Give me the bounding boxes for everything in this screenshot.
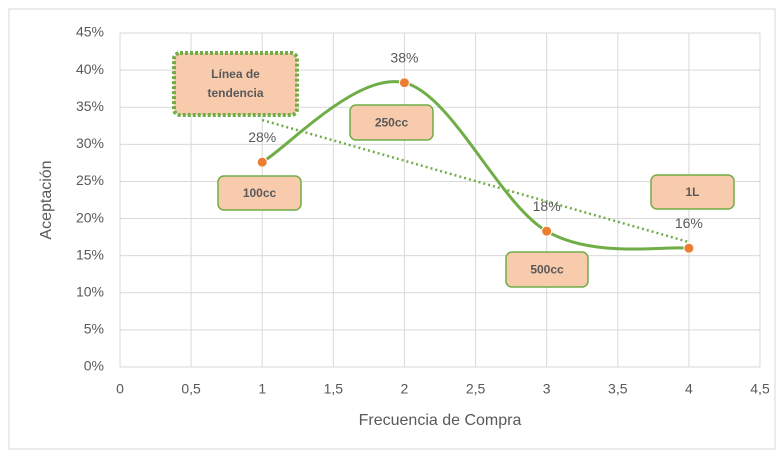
x-tick-label: 0 [116,381,124,397]
x-tick-label: 1 [258,381,266,397]
x-tick-label: 2 [401,381,409,397]
y-tick-label: 35% [76,98,104,114]
y-tick-label: 20% [76,209,104,225]
y-tick-label: 5% [84,321,104,337]
annotation-text: Línea de tendencia [207,67,263,100]
x-tick-label: 2,5 [466,381,486,397]
y-tick-label: 40% [76,61,104,77]
data-label: 28% [248,129,276,145]
y-tick-label: 25% [76,172,104,188]
data-label: 18% [533,198,561,214]
x-tick-label: 1,5 [324,381,344,397]
annotation-text: 250cc [375,116,409,130]
y-tick-label: 45% [76,24,104,40]
annotation-text: 1L [685,185,699,199]
y-tick-label: 10% [76,283,104,299]
annotation-box [217,175,302,211]
annotation-text: 100cc [243,186,277,200]
y-axis-label: Aceptación [38,160,55,239]
annotation-box [505,251,589,288]
data-point [398,77,410,89]
y-tick-label: 0% [84,358,104,374]
x-tick-label: 4 [685,381,693,397]
series-line [261,80,690,251]
x-tick-label: 0,5 [181,381,201,397]
y-tick-label: 30% [76,135,104,151]
x-tick-label: 3 [543,381,551,397]
annotation-box [172,51,299,117]
trendline [261,118,690,244]
data-label: 16% [675,215,703,231]
x-axis-label: Frecuencia de Compra [359,412,522,429]
data-point [256,156,268,168]
data-point [683,242,695,254]
data-point [541,225,553,237]
data-label: 38% [390,49,418,65]
annotation-box [650,174,735,210]
y-tick-label: 15% [76,246,104,262]
annotation-box [349,104,434,141]
x-tick-label: 3,5 [608,381,628,397]
annotation-text: 500cc [530,263,564,277]
x-tick-label: 4,5 [750,381,770,397]
